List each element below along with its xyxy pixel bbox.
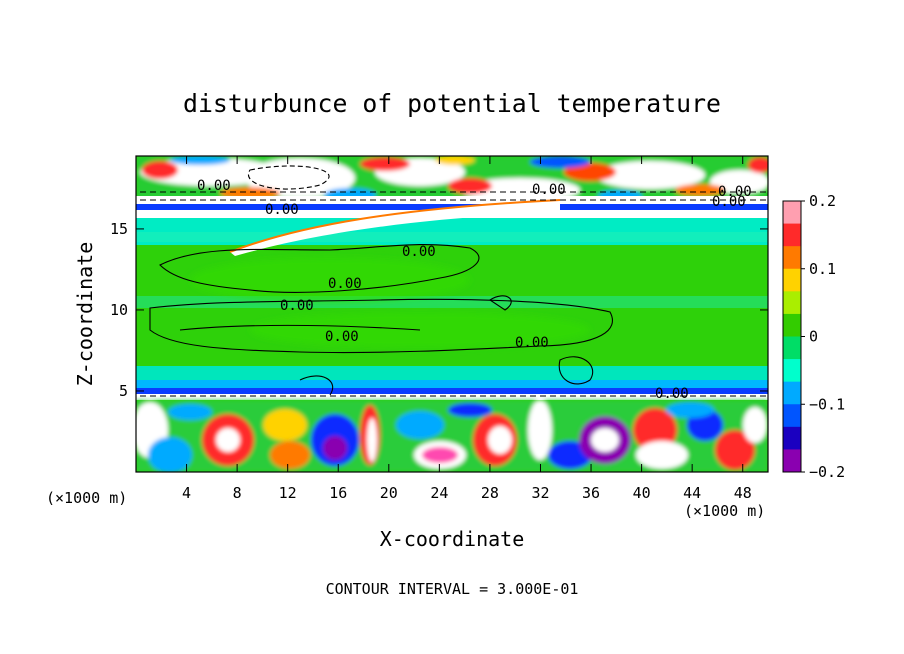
contour-label: 0.00 bbox=[265, 202, 299, 218]
y-tick-label: 5 bbox=[119, 382, 128, 400]
contour-label: 0.00 bbox=[328, 276, 362, 292]
x-axis: 4 8 12 16 20 24 28 32 36 40 44 48 bbox=[182, 156, 752, 502]
contour-interval: CONTOUR INTERVAL = 3.000E-01 bbox=[326, 580, 579, 598]
x-axis-label: X-coordinate bbox=[380, 527, 525, 551]
plot-frame bbox=[135, 155, 769, 473]
colorbar-swatch bbox=[783, 381, 801, 405]
x-tick-label: 28 bbox=[481, 484, 499, 502]
colorbar-swatch bbox=[783, 201, 801, 225]
x-unit-left: (×1000 m) bbox=[46, 489, 127, 507]
y-tick-label: 10 bbox=[110, 301, 128, 319]
chart-title: disturbunce of potential temperature bbox=[183, 89, 721, 118]
contour-labels: 0.00 0.00 0.00 0.00 0.00 0.00 0.00 0.00 … bbox=[197, 178, 752, 402]
x-tick-label: 32 bbox=[531, 484, 549, 502]
colorbar-swatch bbox=[783, 268, 801, 292]
colorbar-tick-label: 0.1 bbox=[809, 260, 836, 278]
contour-label: 0.00 bbox=[325, 329, 359, 345]
contour-label: 0.00 bbox=[197, 178, 231, 194]
contour-label: 0.00 bbox=[712, 194, 746, 210]
x-tick-label: 4 bbox=[182, 484, 191, 502]
colorbar-tick-label: 0 bbox=[809, 328, 818, 346]
colorbar-swatch bbox=[783, 313, 801, 337]
x-tick-label: 40 bbox=[633, 484, 651, 502]
y-axis: 5 10 15 bbox=[110, 220, 768, 400]
colorbar-swatch bbox=[783, 426, 801, 450]
contour-label: 0.00 bbox=[515, 335, 549, 351]
x-tick-label: 16 bbox=[329, 484, 347, 502]
upper-turbulent-layer bbox=[136, 156, 768, 214]
lower-turbulent-layer bbox=[136, 400, 768, 472]
colorbar: 0.2 0.1 0 −0.1 −0.2 bbox=[782, 192, 845, 481]
contour-label: 0.00 bbox=[280, 298, 314, 314]
colorbar-tick-label: −0.1 bbox=[809, 395, 845, 413]
colorbar-swatch bbox=[783, 336, 801, 360]
colorbar-tick-label: −0.2 bbox=[809, 463, 845, 481]
x-tick-label: 20 bbox=[380, 484, 398, 502]
x-tick-label: 48 bbox=[734, 484, 752, 502]
colorbar-swatch bbox=[783, 246, 801, 270]
colorbar-swatch bbox=[783, 359, 801, 383]
y-tick-label: 15 bbox=[110, 220, 128, 238]
colorbar-swatch bbox=[783, 291, 801, 315]
x-tick-label: 8 bbox=[233, 484, 242, 502]
contour-label: 0.00 bbox=[718, 184, 752, 200]
contour-label: 0.00 bbox=[402, 244, 436, 260]
x-tick-label: 44 bbox=[683, 484, 701, 502]
contour-label: 0.00 bbox=[655, 386, 689, 402]
colorbar-swatch bbox=[783, 223, 801, 247]
colorbar-swatch bbox=[783, 449, 801, 473]
cyan-band-lower bbox=[136, 366, 768, 380]
colorbar-tick-label: 0.2 bbox=[809, 192, 836, 210]
y-axis-label: Z-coordinate bbox=[73, 242, 97, 387]
x-tick-label: 12 bbox=[279, 484, 297, 502]
x-tick-label: 24 bbox=[430, 484, 448, 502]
contour-label: 0.00 bbox=[532, 182, 566, 198]
x-tick-label: 36 bbox=[582, 484, 600, 502]
colorbar-swatch bbox=[783, 404, 801, 428]
contour-lines bbox=[140, 165, 768, 397]
plot-area: 0.00 0.00 0.00 0.00 0.00 0.00 0.00 0.00 … bbox=[136, 156, 768, 472]
x-unit-right: (×1000 m) bbox=[684, 502, 765, 520]
